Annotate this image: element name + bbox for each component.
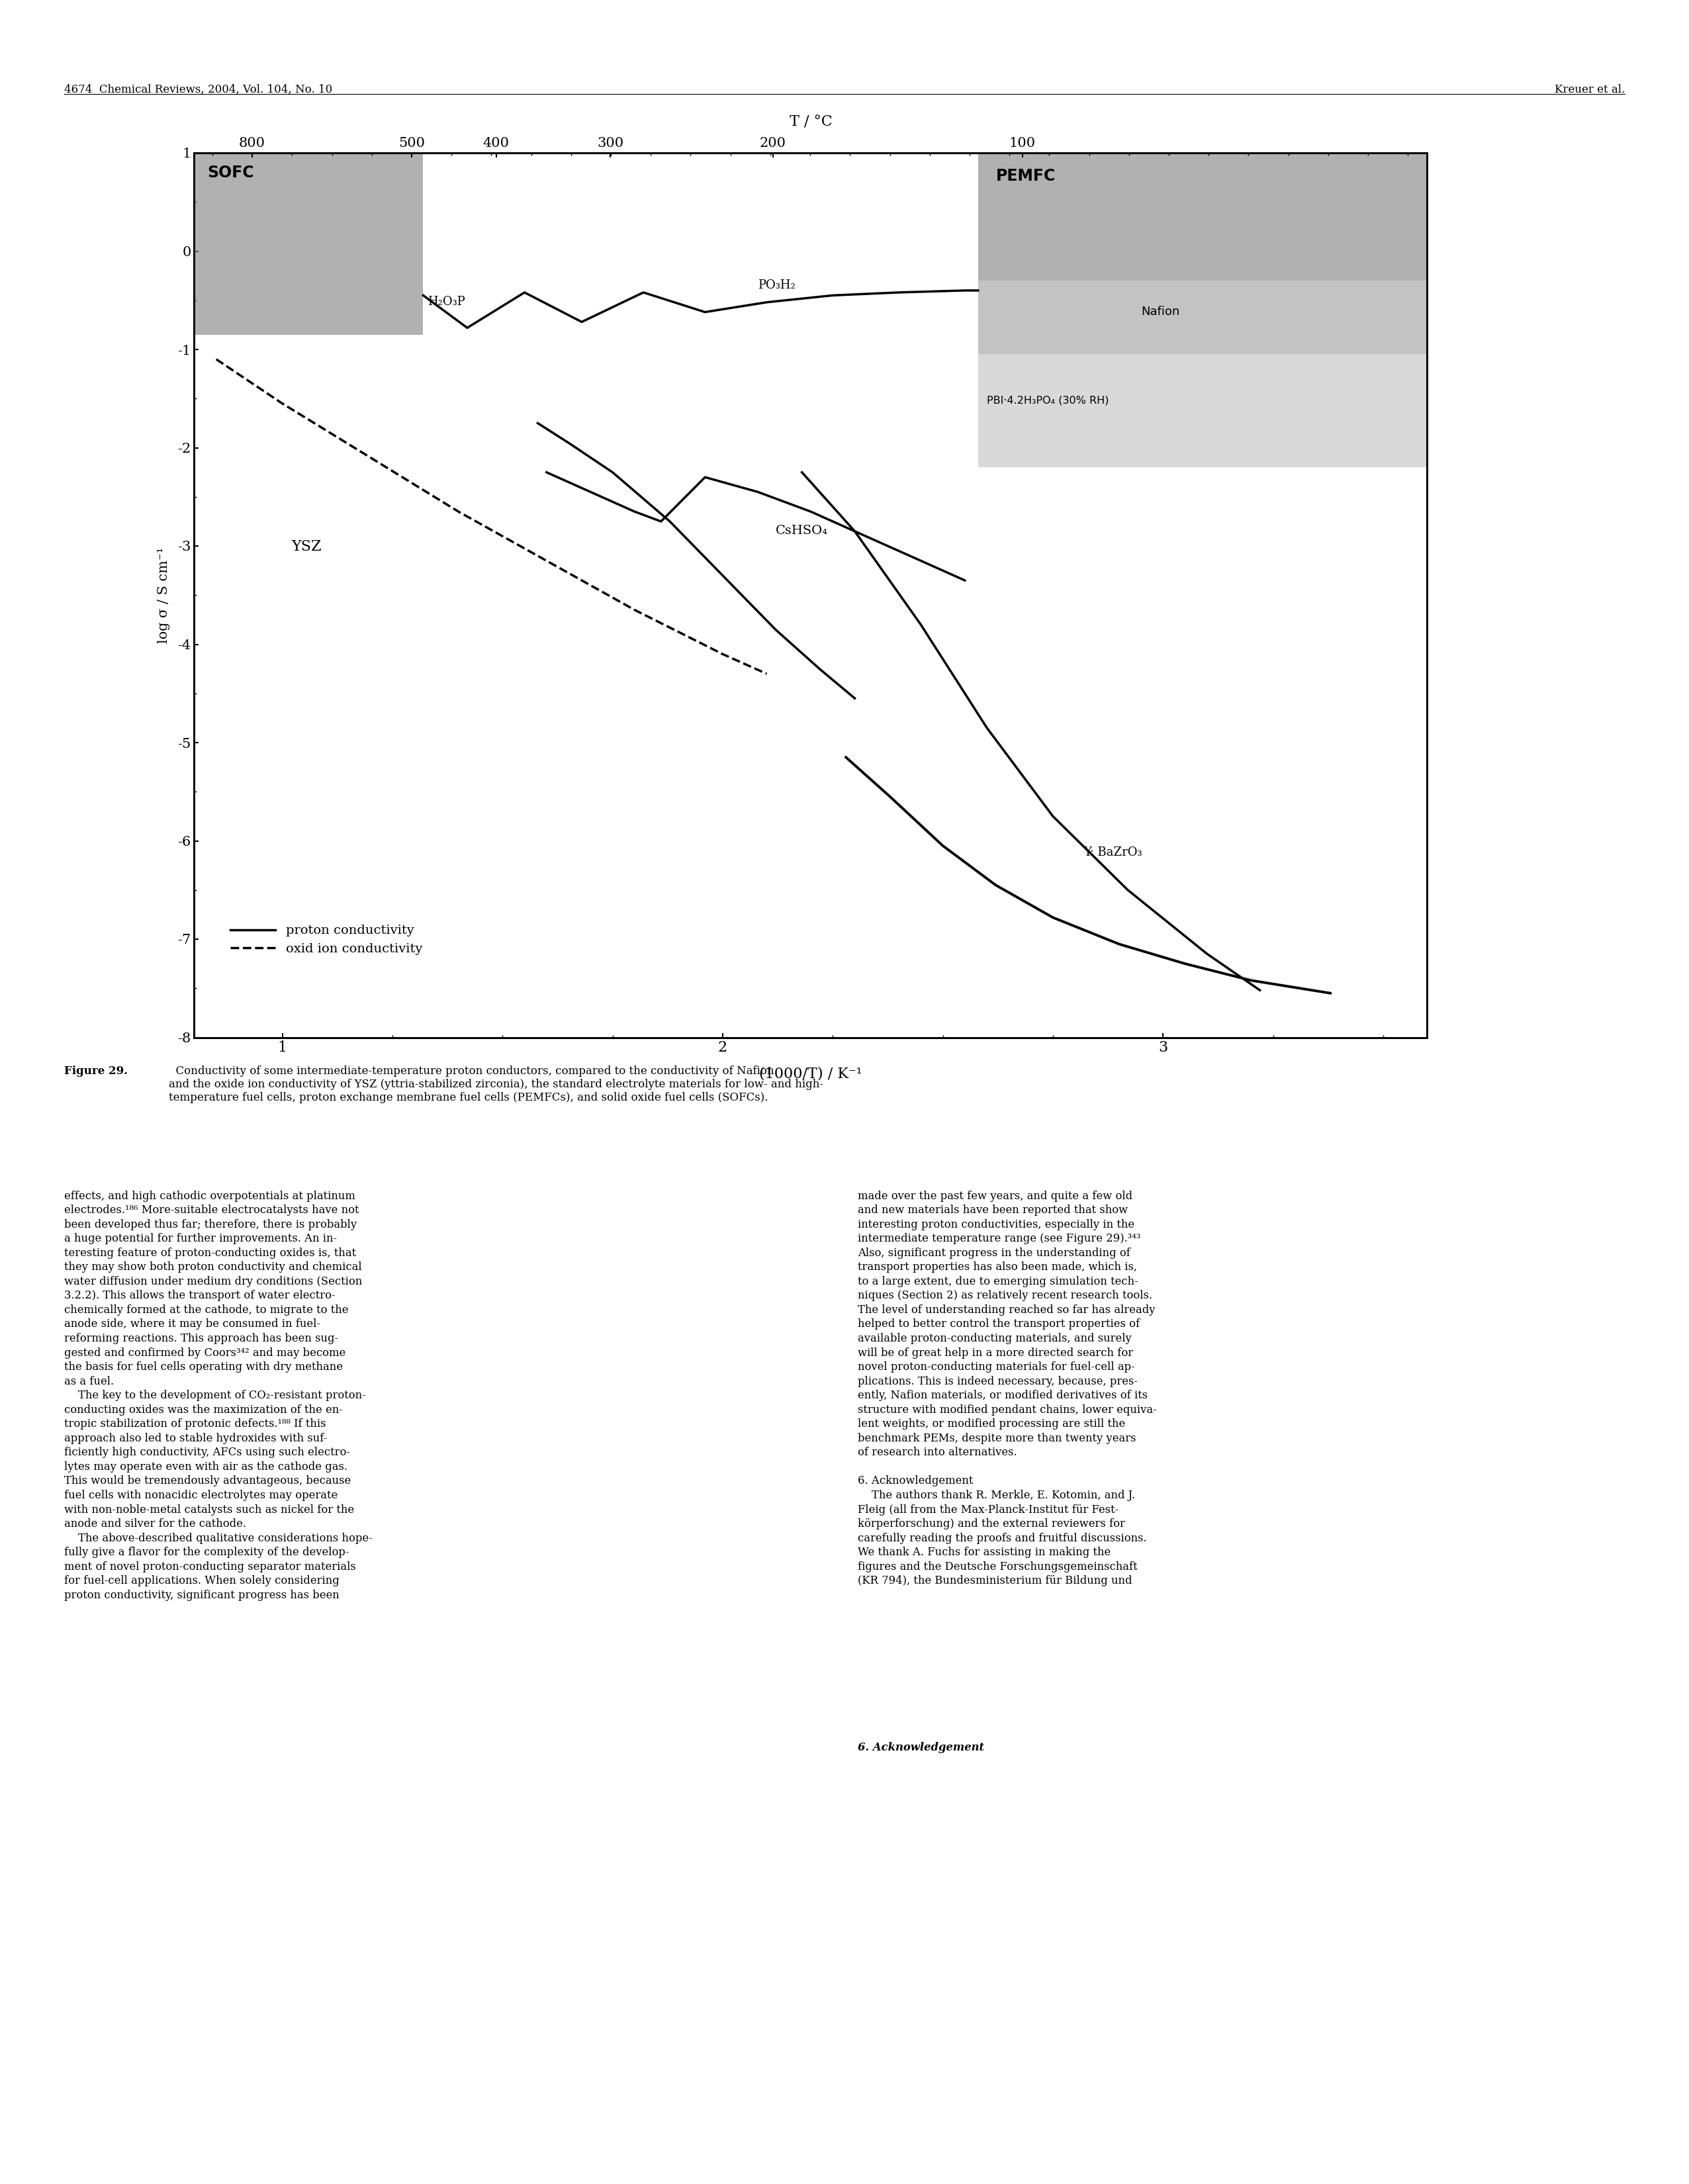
Bar [978,282,1427,354]
Bar [978,153,1427,282]
Bar [194,153,424,334]
Text: 6. Acknowledgement: 6. Acknowledgement [858,1743,985,1754]
Text: YSZ: YSZ [291,539,321,555]
Text: 4674  Chemical Reviews, 2004, Vol. 104, No. 10: 4674 Chemical Reviews, 2004, Vol. 104, N… [64,83,333,96]
X-axis label: (1000/T) / K⁻¹: (1000/T) / K⁻¹ [760,1066,861,1081]
Text: SOFC: SOFC [208,164,253,181]
Y-axis label: log σ / S cm⁻¹: log σ / S cm⁻¹ [157,546,171,644]
Text: Y: BaZrO₃: Y: BaZrO₃ [1084,847,1142,858]
Text: Conductivity of some intermediate-temperature proton conductors, compared to the: Conductivity of some intermediate-temper… [169,1066,824,1103]
Text: Nafion: Nafion [1142,306,1179,317]
Text: H₂O₃P: H₂O₃P [427,297,464,308]
Text: PEMFC: PEMFC [997,168,1056,183]
Text: PBI·4.2H₃PO₄ (30% RH): PBI·4.2H₃PO₄ (30% RH) [986,395,1110,406]
Text: made over the past few years, and quite a few old
and new materials have been re: made over the past few years, and quite … [858,1190,1157,1586]
X-axis label: T / °C: T / °C [789,116,833,129]
Bar [978,354,1427,467]
Legend: proton conductivity, oxid ion conductivity: proton conductivity, oxid ion conductivi… [225,919,427,961]
Text: CsHSO₄: CsHSO₄ [775,524,828,537]
Text: Kreuer et al.: Kreuer et al. [1554,83,1625,96]
Text: effects, and high cathodic overpotentials at platinum
electrodes.¹⁸⁶ More-suitab: effects, and high cathodic overpotential… [64,1190,373,1601]
Text: PO₃H₂: PO₃H₂ [758,280,796,290]
Text: Figure 29.: Figure 29. [64,1066,128,1077]
